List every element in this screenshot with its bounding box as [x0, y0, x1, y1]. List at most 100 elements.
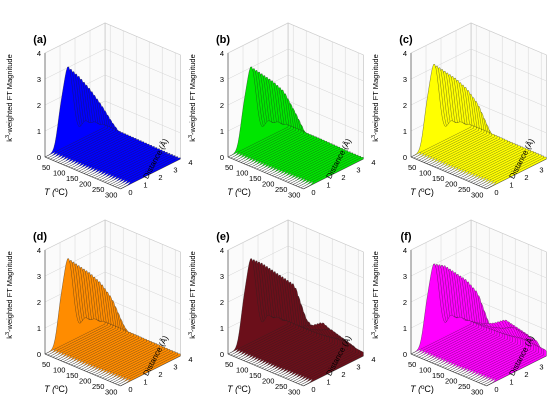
z-tick-label: 0 — [403, 153, 407, 162]
grid-line — [410, 245, 547, 279]
panel-label: (a) — [33, 34, 47, 46]
y-tick-label: 0 — [128, 188, 132, 197]
x-tick-label: 200 — [262, 180, 275, 189]
x-tick-label: 50 — [408, 360, 416, 369]
x-axis — [410, 353, 487, 387]
z-tick-label: 1 — [220, 324, 224, 333]
z-tick-label: 1 — [37, 127, 41, 136]
x-tick-label: 150 — [432, 174, 445, 183]
z-tick-label: 2 — [37, 298, 41, 307]
grid-line — [227, 48, 364, 82]
grid-line — [227, 22, 364, 56]
x-tick-label: 100 — [236, 169, 249, 178]
x-tick-label: 300 — [105, 388, 118, 397]
y-tick-label: 1 — [509, 180, 513, 189]
z-axis-label: k3-weighted FT Magnitude — [5, 54, 14, 142]
y-tick-label: 2 — [158, 173, 162, 182]
x-tick-label: 100 — [419, 169, 432, 178]
x-tick-label: 100 — [236, 366, 249, 375]
y-tick-label: 0 — [311, 188, 315, 197]
z-tick-label: 3 — [37, 75, 41, 84]
y-tick-label: 3 — [173, 362, 177, 371]
y-tick-label: 4 — [188, 355, 192, 364]
y-tick-label: 1 — [326, 377, 330, 386]
z-axis-label: k3-weighted FT Magnitude — [371, 251, 380, 339]
x-tick-label: 250 — [458, 185, 471, 194]
z-tick-label: 4 — [220, 246, 224, 255]
y-tick-label: 1 — [143, 180, 147, 189]
x-tick-label: 50 — [408, 163, 416, 172]
x-tick-label: 50 — [42, 360, 50, 369]
x-tick-label: 300 — [288, 191, 301, 200]
grid-line — [44, 219, 181, 253]
x-tick-label: 200 — [79, 180, 92, 189]
grid-line — [44, 48, 181, 82]
grid-line — [44, 22, 181, 56]
x-axis-label: T (oC) — [410, 384, 434, 394]
panel-label: (e) — [216, 231, 230, 243]
z-axis-label: k3-weighted FT Magnitude — [5, 251, 14, 339]
x-axis — [227, 156, 304, 190]
z-tick-label: 0 — [220, 153, 224, 162]
z-tick-label: 0 — [403, 350, 407, 359]
y-tick-label: 3 — [539, 165, 543, 174]
y-tick-label: 4 — [371, 158, 375, 167]
spectrum-trace — [44, 258, 106, 355]
z-tick-label: 2 — [37, 101, 41, 110]
spectrum-trace — [410, 64, 472, 158]
y-tick-label: 2 — [524, 370, 528, 379]
z-tick-label: 2 — [403, 298, 407, 307]
y-tick-label: 2 — [158, 370, 162, 379]
x-tick-label: 250 — [275, 382, 288, 391]
y-tick-label: 4 — [371, 355, 375, 364]
panel-label: (f) — [401, 231, 412, 243]
z-tick-label: 3 — [220, 75, 224, 84]
y-tick-label: 3 — [356, 165, 360, 174]
z-tick-label: 3 — [403, 272, 407, 281]
z-tick-label: 4 — [403, 49, 407, 58]
grid-line — [410, 219, 547, 253]
x-tick-label: 300 — [105, 191, 118, 200]
x-axis-label: T (oC) — [227, 187, 251, 197]
spectrum-trace — [227, 66, 289, 158]
x-tick-label: 150 — [249, 174, 262, 183]
spectrum-trace — [227, 258, 289, 355]
y-tick-label: 0 — [494, 385, 498, 394]
y-tick-label: 4 — [188, 158, 192, 167]
y-tick-label: 0 — [494, 188, 498, 197]
z-tick-label: 2 — [220, 101, 224, 110]
x-tick-label: 100 — [53, 366, 66, 375]
x-axis — [227, 353, 304, 387]
x-tick-label: 50 — [225, 163, 233, 172]
x-tick-label: 200 — [445, 377, 458, 386]
z-tick-label: 0 — [37, 153, 41, 162]
x-axis-label: T (oC) — [227, 384, 251, 394]
y-tick-label: 1 — [509, 377, 513, 386]
x-tick-label: 100 — [419, 366, 432, 375]
y-tick-label: 0 — [311, 385, 315, 394]
x-tick-label: 150 — [249, 371, 262, 380]
z-tick-label: 4 — [37, 49, 41, 58]
x-tick-label: 150 — [66, 371, 79, 380]
x-axis-label: T (oC) — [44, 384, 68, 394]
z-tick-label: 2 — [403, 101, 407, 110]
grid-line — [44, 245, 181, 279]
y-tick-label: 3 — [539, 362, 543, 371]
z-tick-label: 3 — [220, 272, 224, 281]
z-tick-label: 1 — [37, 324, 41, 333]
y-tick-label: 2 — [341, 370, 345, 379]
spectrum-trace — [410, 263, 472, 355]
grid-line — [227, 219, 364, 253]
z-tick-label: 1 — [403, 127, 407, 136]
x-tick-label: 250 — [458, 382, 471, 391]
x-tick-label: 200 — [262, 377, 275, 386]
x-axis — [44, 156, 121, 190]
x-tick-label: 300 — [471, 191, 484, 200]
x-tick-label: 50 — [225, 360, 233, 369]
grid-line — [410, 48, 547, 82]
